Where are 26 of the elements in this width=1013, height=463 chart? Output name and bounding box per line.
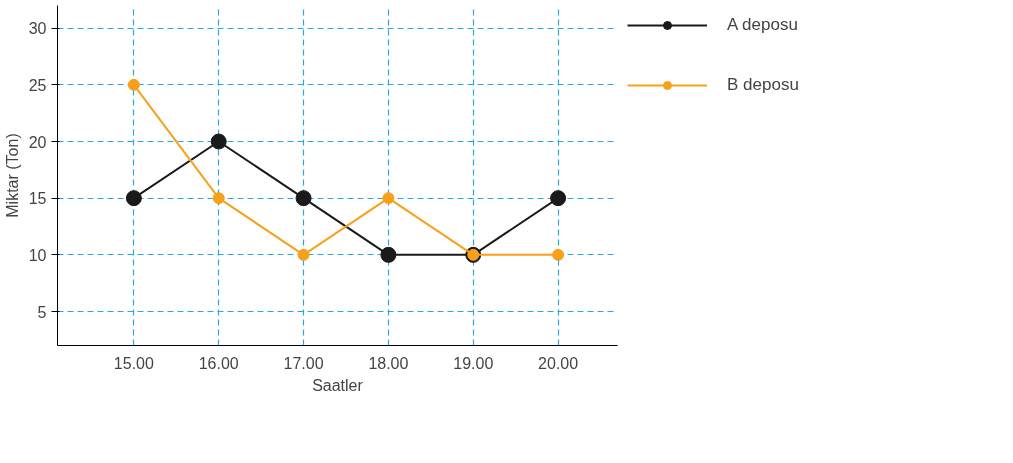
point bbox=[550, 190, 567, 207]
y-tick-label: 15 bbox=[28, 190, 47, 208]
point bbox=[382, 192, 395, 205]
point bbox=[127, 78, 140, 91]
point bbox=[210, 133, 227, 150]
x-tick-label: 15.00 bbox=[113, 354, 154, 372]
x-tick-label: 17.00 bbox=[283, 354, 324, 372]
y-tick-label: 20 bbox=[28, 133, 47, 151]
x-tick-label: 19.00 bbox=[453, 354, 494, 372]
point bbox=[295, 190, 312, 207]
x-tick-label: 16.00 bbox=[198, 354, 239, 372]
x-tick-label: 18.00 bbox=[368, 354, 409, 372]
y-tick-label: 30 bbox=[28, 20, 47, 38]
legend-label: A deposu bbox=[727, 15, 798, 35]
y-tick-label: 10 bbox=[28, 246, 47, 264]
y-tick-label: 5 bbox=[37, 303, 47, 321]
x-axis-title: Saatler bbox=[312, 376, 364, 394]
point bbox=[212, 192, 225, 205]
x-tick-label: 20.00 bbox=[538, 354, 579, 372]
point bbox=[380, 246, 397, 263]
legend-label: B deposu bbox=[727, 75, 799, 95]
y-tick-label: 25 bbox=[28, 76, 47, 94]
point bbox=[125, 190, 142, 207]
point bbox=[297, 248, 310, 261]
point bbox=[552, 248, 565, 261]
y-axis-title: Miktar (Ton) bbox=[3, 133, 21, 218]
